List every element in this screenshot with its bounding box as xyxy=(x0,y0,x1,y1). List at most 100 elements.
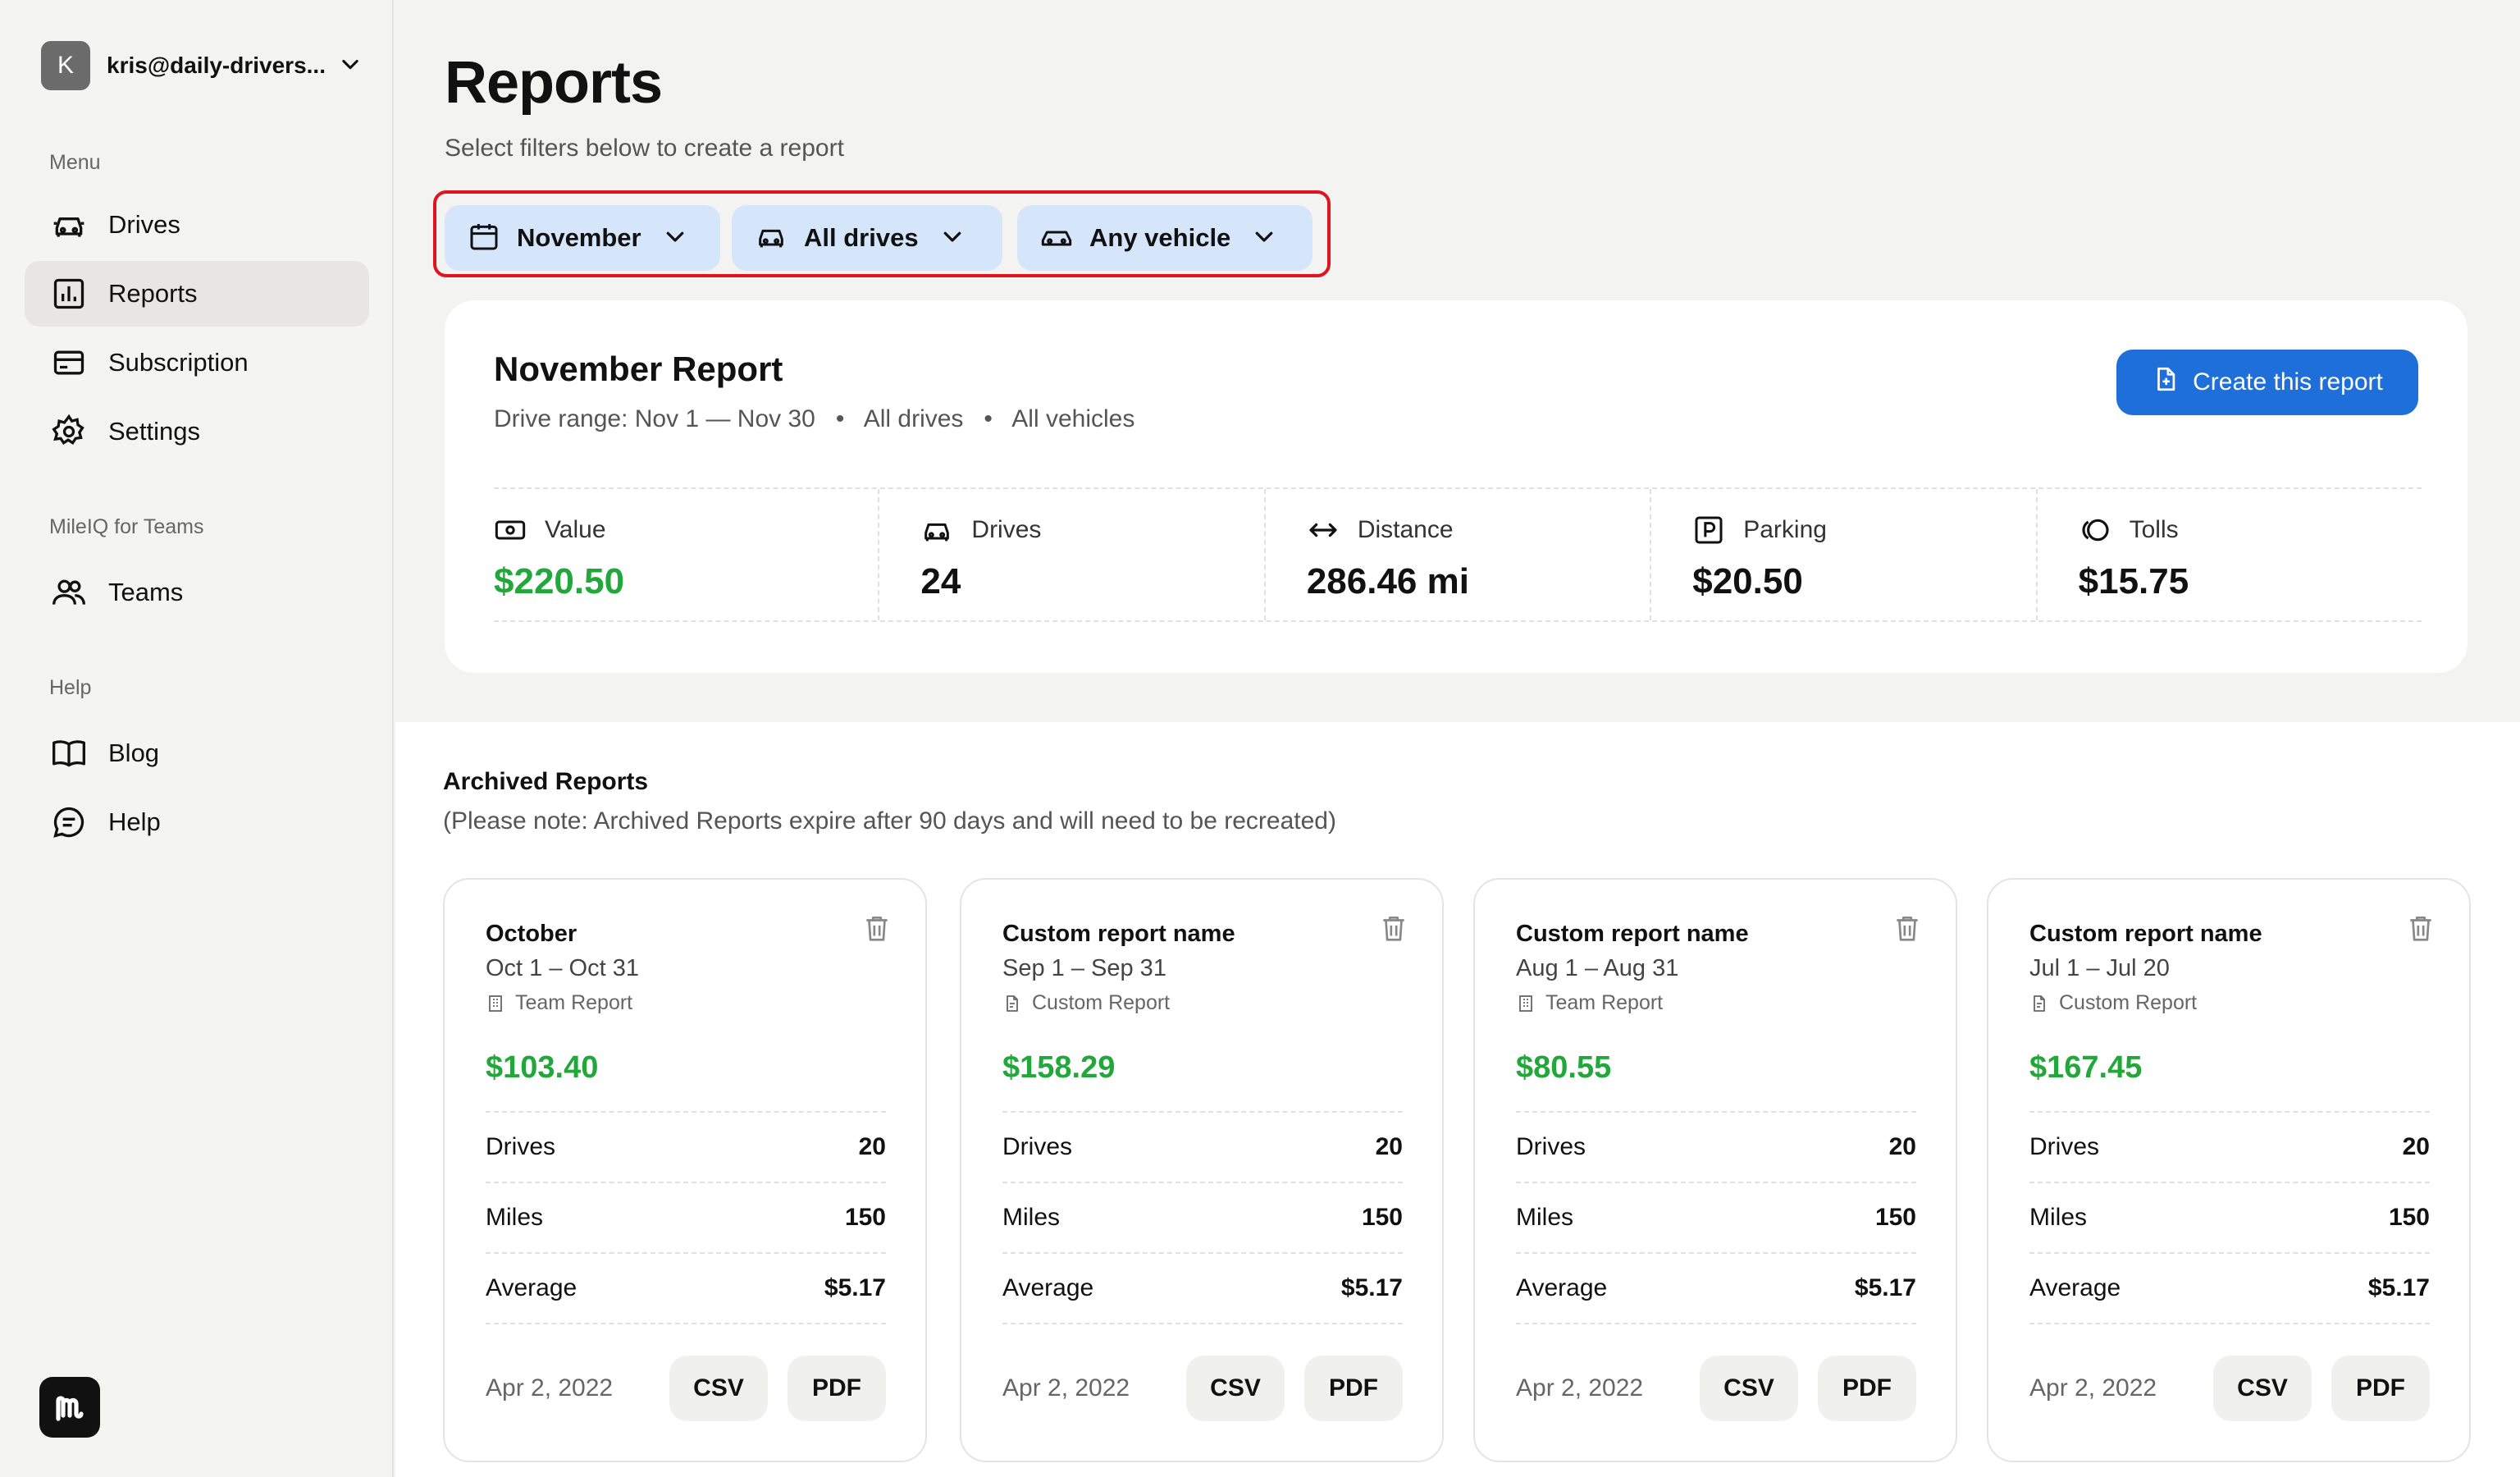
drives-filter-label: All drives xyxy=(804,223,919,252)
archived-report-card[interactable]: Custom report name Jul 1 – Jul 20 Custom… xyxy=(1987,878,2471,1462)
month-filter-label: November xyxy=(517,223,641,252)
stat-label: Drives xyxy=(971,516,1042,543)
archived-report-range: Oct 1 – Oct 31 xyxy=(486,955,639,981)
sidebar-item-teams[interactable]: Teams xyxy=(25,560,369,625)
vehicle-filter-dropdown[interactable]: Any vehicle xyxy=(1017,205,1312,271)
month-filter-dropdown[interactable]: November xyxy=(445,205,720,271)
toll-icon xyxy=(2079,514,2111,546)
report-title: November Report xyxy=(494,350,783,388)
csv-download-button[interactable]: CSV xyxy=(1700,1356,1798,1421)
trash-icon[interactable] xyxy=(861,912,892,948)
stat-number: 286.46 mi xyxy=(1306,561,1469,601)
archived-report-footer: Apr 2, 2022 CSV PDF xyxy=(486,1356,886,1421)
list-item: Miles 150 xyxy=(2029,1183,2430,1254)
list-item: Miles 150 xyxy=(1002,1183,1403,1254)
archived-report-date: Apr 2, 2022 xyxy=(2029,1374,2157,1402)
chevron-down-icon xyxy=(663,224,687,253)
sidebar-item-blog[interactable]: Blog xyxy=(25,720,369,786)
sidebar-item-label: Reports xyxy=(108,279,198,308)
csv-download-button[interactable]: CSV xyxy=(2213,1356,2312,1421)
sidebar-item-drives[interactable]: Drives xyxy=(25,192,369,258)
trash-icon[interactable] xyxy=(2405,912,2436,948)
sidebar-item-label: Teams xyxy=(108,578,184,606)
stat-label: Parking xyxy=(1743,516,1827,543)
sidebar-item-help[interactable]: Help xyxy=(25,789,369,855)
list-item: Miles 150 xyxy=(486,1183,886,1254)
archived-report-name: October xyxy=(486,921,578,947)
pdf-download-button[interactable]: PDF xyxy=(1818,1356,1916,1421)
archived-report-footer: Apr 2, 2022 CSV PDF xyxy=(1516,1356,1916,1421)
trash-icon[interactable] xyxy=(1892,912,1923,948)
pdf-download-button[interactable]: PDF xyxy=(788,1356,886,1421)
list-item: Average $5.17 xyxy=(1002,1254,1403,1324)
archived-report-type: Team Report xyxy=(1516,991,1663,1015)
sidebar-item-label: Help xyxy=(108,807,161,836)
row-label: Miles xyxy=(2029,1204,2088,1231)
archived-report-range: Jul 1 – Jul 20 xyxy=(2029,955,2170,981)
create-report-button[interactable]: Create this report xyxy=(2116,350,2418,415)
drives-filter-summary: All drives xyxy=(863,405,964,432)
archived-report-type-label: Custom Report xyxy=(1032,991,1171,1014)
archived-report-card[interactable]: October Oct 1 – Oct 31 Team Report $103.… xyxy=(443,878,927,1462)
book-icon xyxy=(51,735,87,771)
vehicle-icon xyxy=(1040,220,1073,257)
avatar: K xyxy=(41,41,90,90)
separator-dot: • xyxy=(822,405,859,432)
row-label: Drives xyxy=(2029,1133,2100,1160)
bar-chart-icon xyxy=(51,276,87,312)
chat-bubble-icon xyxy=(51,804,87,840)
archived-report-type-label: Team Report xyxy=(1545,991,1664,1014)
building-icon xyxy=(1516,994,1536,1013)
archived-report-type-label: Custom Report xyxy=(2059,991,2198,1014)
row-label: Miles xyxy=(1002,1204,1061,1231)
row-value: 20 xyxy=(1375,1133,1403,1160)
archived-note: (Please note: Archived Reports expire af… xyxy=(443,807,1336,835)
stat-tolls: Tolls $15.75 xyxy=(2038,489,2422,620)
stat-value: Value $220.50 xyxy=(494,489,880,620)
pdf-download-button[interactable]: PDF xyxy=(1304,1356,1403,1421)
page-subtitle: Select filters below to create a report xyxy=(445,135,844,162)
stat-drives: Drives 24 xyxy=(879,489,1266,620)
list-item: Average $5.17 xyxy=(486,1254,886,1324)
account-switcher[interactable]: K kris@daily-drivers... xyxy=(41,41,362,90)
row-value: 20 xyxy=(2402,1133,2430,1160)
sidebar-item-subscription[interactable]: Subscription xyxy=(25,330,369,396)
sidebar-item-label: Subscription xyxy=(108,348,249,377)
archived-report-value: $80.55 xyxy=(1516,1050,1612,1085)
sidebar-item-reports[interactable]: Reports xyxy=(25,261,369,327)
archived-report-card[interactable]: Custom report name Sep 1 – Sep 31 Custom… xyxy=(960,878,1444,1462)
sidebar-item-settings[interactable]: Settings xyxy=(25,399,369,464)
archived-report-footer: Apr 2, 2022 CSV PDF xyxy=(1002,1356,1403,1421)
trash-icon[interactable] xyxy=(1378,912,1409,948)
csv-download-button[interactable]: CSV xyxy=(669,1356,768,1421)
archived-reports-area: Archived Reports (Please note: Archived … xyxy=(395,722,2520,1477)
archived-report-footer: Apr 2, 2022 CSV PDF xyxy=(2029,1356,2430,1421)
archived-report-value: $158.29 xyxy=(1002,1050,1116,1085)
row-value: $5.17 xyxy=(1340,1274,1403,1301)
mileiq-logo[interactable] xyxy=(39,1377,100,1438)
teams-section-label: MileIQ for Teams xyxy=(49,515,204,538)
archived-report-card[interactable]: Custom report name Aug 1 – Aug 31 Team R… xyxy=(1473,878,1957,1462)
archived-report-date: Apr 2, 2022 xyxy=(1516,1374,1644,1402)
car-icon xyxy=(51,207,87,243)
stat-label: Tolls xyxy=(2129,516,2179,543)
document-icon xyxy=(2029,994,2049,1013)
account-email: kris@daily-drivers... xyxy=(107,53,326,78)
archived-report-value: $103.40 xyxy=(486,1050,599,1085)
sidebar-item-label: Drives xyxy=(108,210,180,239)
stat-number: $15.75 xyxy=(2078,561,2189,601)
drives-filter-dropdown[interactable]: All drives xyxy=(732,205,1002,271)
row-label: Miles xyxy=(486,1204,544,1231)
file-plus-icon xyxy=(2152,365,2180,400)
csv-download-button[interactable]: CSV xyxy=(1186,1356,1285,1421)
row-label: Average xyxy=(1516,1274,1608,1301)
archived-report-rows: Drives 20 Miles 150 Average $5.17 xyxy=(1002,1111,1403,1324)
row-label: Drives xyxy=(1516,1133,1586,1160)
row-value: $5.17 xyxy=(1854,1274,1916,1301)
calendar-icon xyxy=(468,220,500,257)
archived-report-rows: Drives 20 Miles 150 Average $5.17 xyxy=(486,1111,886,1324)
separator-dot: • xyxy=(970,405,1007,432)
archived-report-date: Apr 2, 2022 xyxy=(486,1374,614,1402)
pdf-download-button[interactable]: PDF xyxy=(2331,1356,2430,1421)
row-value: 150 xyxy=(1361,1204,1403,1231)
